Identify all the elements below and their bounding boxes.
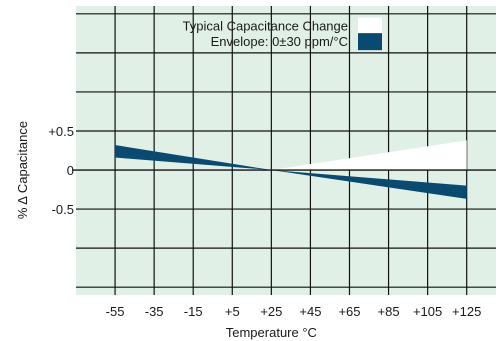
series-area-2 xyxy=(115,145,467,199)
series-area-1 xyxy=(115,140,467,194)
x-tick-label: +5 xyxy=(225,304,240,319)
x-tick-label: +45 xyxy=(299,304,321,319)
legend-label-2: Envelope: 0±30 ppm/°C xyxy=(211,34,348,49)
y-axis-label: % Δ Capacitance xyxy=(15,121,30,219)
x-tick-label: +85 xyxy=(378,304,400,319)
y-tick-labels: +0.5 0 -0.5 xyxy=(48,124,74,217)
y-tick-label: 0 xyxy=(67,163,74,178)
y-tick-label: +0.5 xyxy=(48,124,74,139)
data-areas xyxy=(115,140,467,199)
x-tick-labels: -55 -35 -15 +5 +25 +45 +65 +85 +105 +125 xyxy=(106,304,482,319)
legend-swatch-1 xyxy=(358,17,382,35)
x-tick-label: +125 xyxy=(452,304,481,319)
y-tick-label: -0.5 xyxy=(52,202,74,217)
x-axis-label: Temperature °C xyxy=(226,325,317,340)
x-tick-label: -15 xyxy=(184,304,203,319)
x-tick-label: +105 xyxy=(413,304,442,319)
x-tick-label: +25 xyxy=(260,304,282,319)
legend-swatch-2 xyxy=(358,33,382,51)
x-tick-label: -55 xyxy=(106,304,125,319)
x-tick-label: -35 xyxy=(145,304,164,319)
legend-label-1: Typical Capacitance Change xyxy=(183,19,349,34)
x-tick-label: +65 xyxy=(338,304,360,319)
